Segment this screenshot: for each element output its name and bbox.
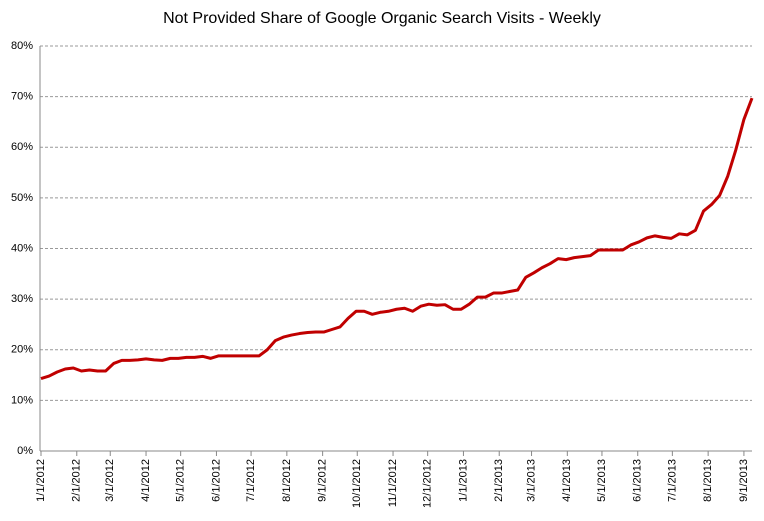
x-tick-label: 2/1/2013	[493, 459, 505, 502]
x-tick-label: 3/1/2012	[104, 459, 116, 502]
y-tick-label: 60%	[11, 141, 33, 153]
y-tick-label: 20%	[11, 344, 33, 356]
x-tick-label: 5/1/2012	[175, 459, 187, 502]
x-tick-label: 4/1/2012	[140, 459, 152, 502]
x-tick-label: 9/1/2012	[317, 459, 329, 502]
x-tick-label: 7/1/2012	[245, 459, 257, 502]
x-tick-label: 12/1/2012	[422, 459, 434, 508]
y-tick-label: 70%	[11, 91, 33, 103]
y-tick-label: 30%	[11, 293, 33, 305]
x-tick-label: 7/1/2013	[666, 459, 678, 502]
x-tick-label: 1/1/2013	[457, 459, 469, 502]
y-tick-label: 10%	[11, 394, 33, 406]
x-tick-label: 6/1/2013	[632, 459, 644, 502]
x-tick-label: 2/1/2012	[71, 459, 83, 502]
y-tick-label: 50%	[11, 192, 33, 204]
x-tick-label: 8/1/2013	[702, 459, 714, 502]
y-tick-label: 40%	[11, 242, 33, 254]
x-tick-label: 5/1/2013	[596, 459, 608, 502]
data-line	[40, 97, 754, 381]
x-tick-label: 4/1/2013	[561, 459, 573, 502]
y-tick-label: 0%	[17, 445, 33, 457]
x-tick-label: 6/1/2012	[210, 459, 222, 502]
x-tick-label: 11/1/2012	[387, 459, 399, 507]
x-tick-label: 9/1/2013	[738, 459, 750, 502]
x-tick-label: 3/1/2013	[525, 459, 537, 502]
y-tick-label: 80%	[11, 40, 33, 52]
chart-title: Not Provided Share of Google Organic Sea…	[163, 10, 601, 27]
x-tick-label: 8/1/2012	[281, 459, 293, 502]
x-tick-label: 10/1/2012	[351, 459, 363, 508]
x-tick-label: 1/1/2012	[35, 459, 47, 502]
